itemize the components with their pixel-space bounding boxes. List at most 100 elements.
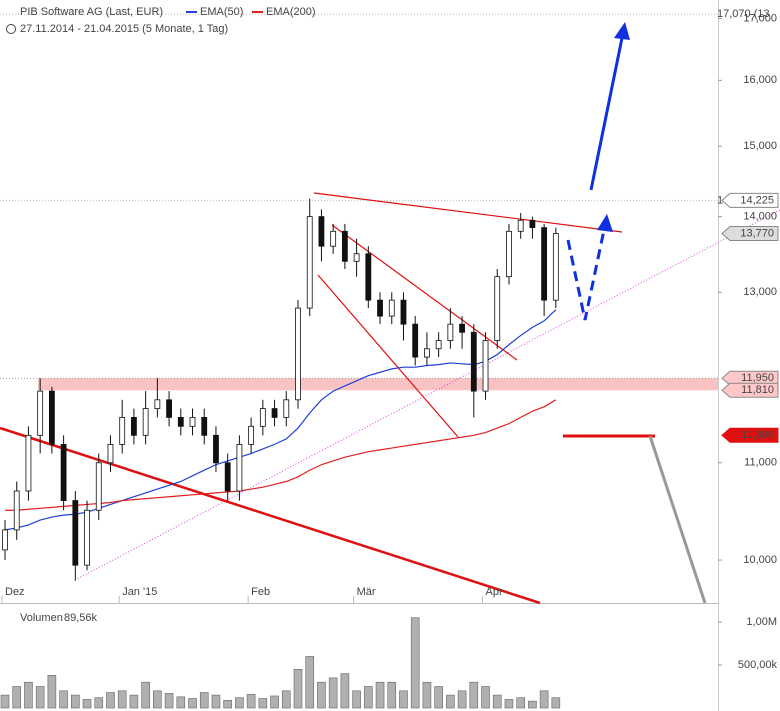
candle-body: [412, 323, 419, 358]
candle-body: [295, 307, 301, 401]
candle-body: [435, 340, 442, 350]
price-label: 17,070 (13: [717, 8, 770, 20]
volume-bar: [246, 693, 256, 709]
volume-bar: [504, 699, 514, 709]
candle-body: [459, 323, 465, 333]
volume-bar: [492, 694, 502, 709]
candle-body: [271, 408, 278, 418]
volume-bar: [434, 686, 443, 709]
volume-bar: [340, 673, 350, 709]
x-tick-label: Feb: [251, 586, 270, 598]
candle-body: [154, 399, 161, 409]
volume-bar: [399, 690, 408, 709]
candle-body: [541, 227, 548, 301]
candle-body: [201, 417, 208, 436]
price-tag: [721, 427, 779, 443]
arrow-dashed: [566, 229, 606, 321]
candle-body: [400, 299, 407, 325]
candle-body: [166, 399, 172, 418]
price-label: 11,950: [741, 372, 774, 384]
price-label: 14,225: [740, 194, 774, 206]
volume-bar: [0, 694, 10, 709]
volume-bar: [141, 681, 150, 709]
volume-bar: [24, 681, 33, 709]
y-tick-label: 14,000: [743, 211, 777, 223]
volume-bar: [71, 694, 80, 709]
volume-bar: [446, 694, 455, 709]
y-tick-label: 11,000: [744, 457, 777, 469]
candle-body: [224, 462, 231, 492]
candle-body: [60, 443, 67, 501]
candle-body: [142, 408, 149, 436]
volume-bar: [528, 700, 537, 709]
y-tick-label: 500,00k: [738, 659, 778, 671]
volume-bar: [47, 675, 57, 709]
volume-bar: [35, 686, 45, 709]
volume-title: Volumen: [20, 612, 63, 624]
candle-body: [131, 417, 137, 436]
arrow-head: [614, 22, 630, 40]
support-trendline: [74, 209, 780, 581]
candle-body: [95, 462, 102, 511]
volume-bar: [422, 681, 432, 709]
candle-body: [248, 425, 255, 445]
volume-bar: [129, 694, 139, 709]
candle-body: [72, 500, 79, 566]
y-tick-label: 16,000: [743, 74, 777, 86]
target-line: [648, 435, 707, 604]
channel-line: [331, 224, 518, 361]
volume-bar: [281, 690, 291, 709]
price-tag: [721, 192, 779, 208]
candle-body: [84, 509, 90, 566]
volume-bar: [387, 681, 397, 709]
chart-title: PIB Software AG (Last, EUR): [20, 6, 163, 18]
downtrend-line: [0, 426, 541, 605]
candle-body: [330, 230, 337, 247]
volume-bar: [481, 686, 490, 709]
volume-bar: [375, 681, 385, 709]
volume-bar: [164, 693, 174, 709]
candle-body: [353, 253, 360, 262]
volume-bar: [258, 698, 268, 709]
candle-body: [388, 299, 395, 317]
candle-body: [236, 443, 243, 492]
legend-label: EMA(50): [200, 6, 243, 18]
candle-body: [470, 331, 477, 392]
price-label: 11,810: [741, 384, 774, 396]
volume-bar: [59, 690, 68, 709]
candle-body: [2, 529, 8, 551]
chart-subtitle: 27.11.2014 - 21.04.2015 (5 Monate, 1 Tag…: [20, 23, 228, 35]
volume-bar: [469, 681, 479, 709]
volume-bar: [270, 695, 279, 709]
volume-bar: [223, 699, 232, 709]
volume-bar: [82, 699, 92, 709]
candle-body: [37, 390, 44, 436]
volume-bar: [551, 697, 561, 709]
volume-bar: [364, 686, 373, 709]
volume-bar: [293, 669, 303, 709]
candle-body: [259, 408, 266, 427]
x-tick-label: Mär: [357, 586, 376, 598]
legend-label: EMA(200): [266, 6, 316, 18]
price-tag: [721, 226, 779, 242]
candle-body: [283, 399, 290, 418]
header: PIB Software AG (Last, EUR) EMA(50) EMA(…: [6, 6, 316, 624]
volume-bar: [117, 690, 127, 709]
price-label: 13,770: [740, 227, 774, 239]
y-tick-label: 1,00M: [746, 616, 777, 628]
volume-value: 89,56k: [64, 612, 98, 624]
candle-body: [424, 348, 430, 358]
volume-bar: [328, 677, 338, 709]
volume-bar: [188, 698, 197, 709]
volume-bar: [12, 686, 22, 709]
candle-body: [189, 417, 196, 427]
resistance-line: [313, 192, 623, 233]
candle-body: [25, 434, 32, 492]
candle-body: [482, 340, 489, 392]
volume-bar: [516, 697, 525, 709]
resistance-band: [38, 378, 718, 391]
candle-body: [447, 323, 454, 341]
